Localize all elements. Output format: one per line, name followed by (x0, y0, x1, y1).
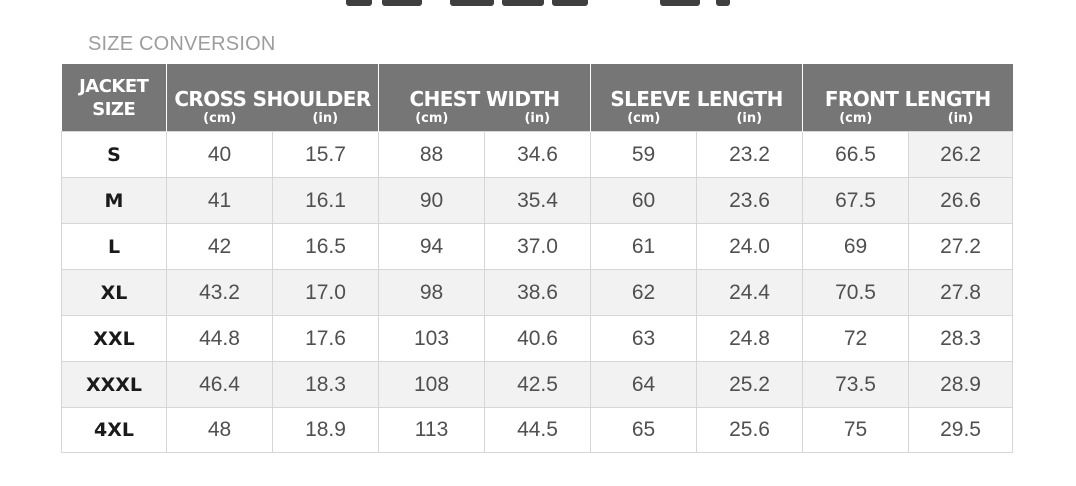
table-cell: 23.6 (696, 177, 804, 224)
table-cell: 108 (378, 361, 486, 408)
table-cell: 94 (378, 223, 486, 270)
table-cell: 62 (590, 269, 698, 316)
table-cell: 88 (378, 131, 486, 178)
table-row: 4XL 48 18.9 113 44.5 65 25.6 75 29.5 (61, 407, 1014, 453)
table-cell: 28.9 (908, 361, 1014, 408)
table-cell: 24.8 (696, 315, 804, 362)
table-row: M 41 16.1 90 35.4 60 23.6 67.5 26.6 (61, 177, 1014, 224)
unit-in-header: (in) (484, 111, 591, 132)
unit-in-header: (in) (696, 111, 803, 132)
table-row: L 42 16.5 94 37.0 61 24.0 69 27.2 (61, 223, 1014, 270)
front-length-header: FRONT LENGTH (802, 64, 1013, 111)
table-cell: 29.5 (908, 407, 1014, 453)
cropped-glyph (450, 0, 494, 6)
table-cell: 73.5 (802, 361, 910, 408)
size-conversion-table: JACKET SIZE CROSS SHOULDER CHEST WIDTH S… (61, 64, 1014, 453)
cross-shoulder-header: CROSS SHOULDER (166, 64, 379, 111)
table-cell: 26.2 (908, 131, 1014, 178)
table-cell: 15.7 (271, 131, 380, 178)
size-label: XXXL (61, 361, 167, 408)
table-cell: 16.1 (271, 177, 380, 224)
table-cell: 69 (802, 223, 910, 270)
table-cell: 17.0 (271, 269, 380, 316)
table-cell: 37.0 (484, 223, 592, 270)
table-cell: 72 (802, 315, 910, 362)
table-cell: 16.5 (271, 223, 380, 270)
table-cell: 48 (166, 407, 273, 453)
table-cell: 25.6 (696, 407, 804, 453)
table-row: XL 43.2 17.0 98 38.6 62 24.4 70.5 27.8 (61, 269, 1014, 316)
unit-cm-header: (cm) (802, 111, 909, 132)
table-cell: 41 (166, 177, 273, 224)
cropped-glyph (552, 0, 588, 6)
table-row: XXXL 46.4 18.3 108 42.5 64 25.2 73.5 28.… (61, 361, 1014, 408)
size-label: S (61, 131, 167, 178)
jacket-size-header: JACKET SIZE (61, 64, 167, 132)
table-cell: 64 (590, 361, 698, 408)
cropped-glyph (346, 0, 372, 6)
table-cell: 24.4 (696, 269, 804, 316)
table-cell: 42.5 (484, 361, 592, 408)
unit-cm-header: (cm) (590, 111, 697, 132)
size-label: XL (61, 269, 167, 316)
table-cell: 18.3 (271, 361, 380, 408)
table-cell: 25.2 (696, 361, 804, 408)
cropped-glyph (716, 0, 730, 6)
table-cell: 103 (378, 315, 486, 362)
table-cell: 17.6 (271, 315, 380, 362)
size-label: 4XL (61, 407, 167, 453)
chest-width-header: CHEST WIDTH (378, 64, 591, 111)
jacket-size-header-line2: SIZE (92, 98, 136, 120)
table-cell: 44.8 (166, 315, 273, 362)
cropped-glyph (660, 0, 700, 6)
table-cell: 66.5 (802, 131, 910, 178)
table-cell: 70.5 (802, 269, 910, 316)
table-cell: 35.4 (484, 177, 592, 224)
table-cell: 40.6 (484, 315, 592, 362)
table-cell: 59 (590, 131, 698, 178)
size-label: M (61, 177, 167, 224)
table-cell: 43.2 (166, 269, 273, 316)
table-cell: 18.9 (271, 407, 380, 453)
table-cell: 26.6 (908, 177, 1014, 224)
table-cell: 44.5 (484, 407, 592, 453)
table-cell: 90 (378, 177, 486, 224)
table-cell: 40 (166, 131, 273, 178)
table-cell: 60 (590, 177, 698, 224)
unit-in-header: (in) (908, 111, 1013, 132)
table-cell: 46.4 (166, 361, 273, 408)
table-cell: 24.0 (696, 223, 804, 270)
table-cell: 113 (378, 407, 486, 453)
size-label: L (61, 223, 167, 270)
cropped-glyph (382, 0, 422, 6)
table-cell: 38.6 (484, 269, 592, 316)
table-cell: 65 (590, 407, 698, 453)
unit-in-header: (in) (272, 111, 379, 132)
unit-cm-header: (cm) (166, 111, 273, 132)
table-cell: 34.6 (484, 131, 592, 178)
cropped-glyph (502, 0, 544, 6)
size-conversion-title: SIZE CONVERSION (88, 33, 276, 55)
sleeve-length-header: SLEEVE LENGTH (590, 64, 803, 111)
unit-cm-header: (cm) (378, 111, 485, 132)
table-row: S 40 15.7 88 34.6 59 23.2 66.5 26.2 (61, 131, 1014, 178)
table-cell: 23.2 (696, 131, 804, 178)
table-row: XXL 44.8 17.6 103 40.6 63 24.8 72 28.3 (61, 315, 1014, 362)
jacket-size-header-line1: JACKET (79, 75, 149, 97)
cropped-header-fragment (330, 0, 750, 6)
table-cell: 63 (590, 315, 698, 362)
table-cell: 27.8 (908, 269, 1014, 316)
table-cell: 67.5 (802, 177, 910, 224)
table-cell: 28.3 (908, 315, 1014, 362)
size-label: XXL (61, 315, 167, 362)
table-cell: 75 (802, 407, 910, 453)
table-cell: 98 (378, 269, 486, 316)
table-cell: 27.2 (908, 223, 1014, 270)
table-cell: 42 (166, 223, 273, 270)
table-cell: 61 (590, 223, 698, 270)
